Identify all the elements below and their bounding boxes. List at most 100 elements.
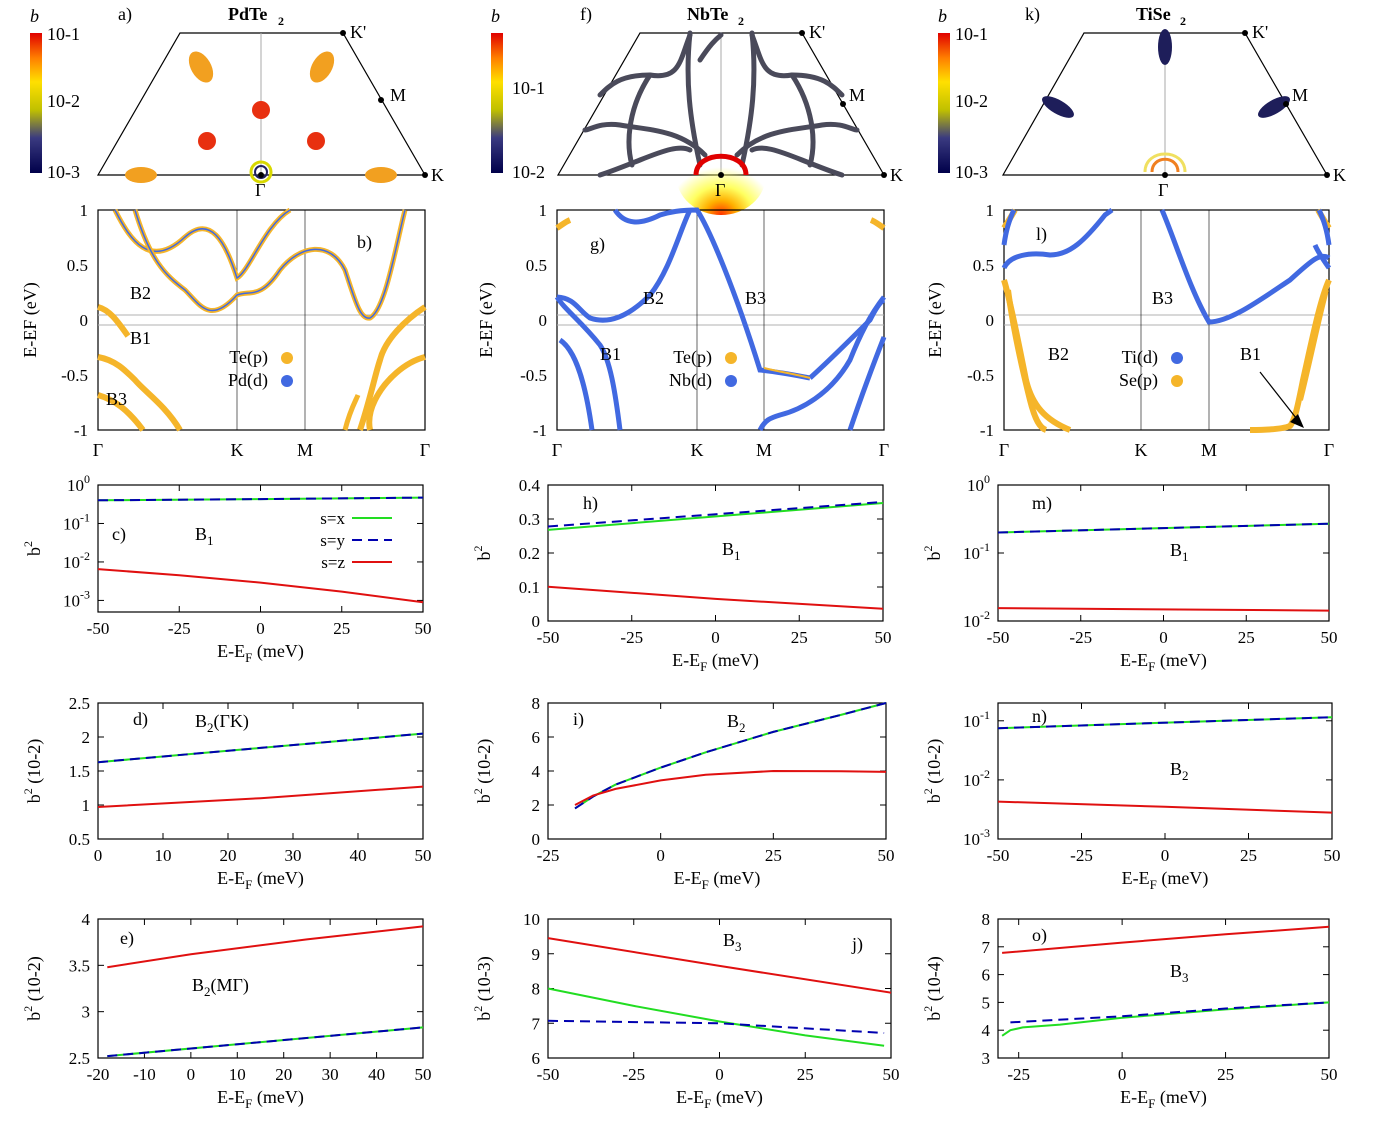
col3-band-ktick: M xyxy=(1201,440,1217,460)
col2-band-ytick: 0 xyxy=(539,311,548,330)
series-line-s=x xyxy=(547,502,884,531)
x-tick-label: 25 xyxy=(1217,1065,1234,1084)
y-tick-label: 0.3 xyxy=(519,510,540,529)
col1-band-label: B2 xyxy=(130,283,151,303)
series-line-s=z xyxy=(97,568,424,604)
col3-colorbar xyxy=(938,33,950,173)
x-tick-label: 20 xyxy=(220,846,237,865)
col2-band-ytick: -0.5 xyxy=(520,366,547,385)
col1-band-curve xyxy=(97,354,183,432)
legend: s=x s=y s=z xyxy=(320,509,392,572)
band-label: B2 xyxy=(727,711,746,735)
y-axis-label: b2 (10-2) xyxy=(921,739,945,803)
series-line-s=z xyxy=(1002,925,1330,954)
col3-band-label: B2 xyxy=(1048,344,1069,364)
col3-band-ytick: 0.5 xyxy=(973,256,994,275)
col3-fs-pocket xyxy=(1258,96,1290,118)
x-tick-label: -10 xyxy=(133,1065,156,1084)
col3-legend-label: Ti(d) xyxy=(1122,347,1158,368)
x-tick-label: 25 xyxy=(791,628,808,647)
x-axis-label: E-EF (meV) xyxy=(676,1087,763,1111)
y-tick-label: 10-2 xyxy=(63,549,90,572)
panel-letter: n) xyxy=(1032,706,1047,727)
x-tick-label: -50 xyxy=(987,628,1010,647)
col3-band-ytick: -1 xyxy=(980,421,994,440)
y-tick-label: 2.5 xyxy=(69,694,90,713)
chart-frame xyxy=(547,484,884,622)
col1-band-curve xyxy=(114,209,291,280)
y-tick-label: 10-2 xyxy=(963,767,990,790)
y-tick-label: 0.4 xyxy=(519,476,541,495)
y-tick-label: 7 xyxy=(532,1014,541,1033)
col2-kpoint-Kp-dot xyxy=(799,30,805,36)
col2-legend-label: Nb(d) xyxy=(669,370,712,391)
band-label: B1 xyxy=(722,539,741,563)
col2-cbar-top: 10-1 xyxy=(512,78,545,98)
col3-fs-pocket xyxy=(1042,96,1074,118)
col3-kpoint-K: K xyxy=(1333,165,1346,185)
series-line-s=y xyxy=(107,1026,424,1058)
x-tick-label: 0 xyxy=(711,628,720,647)
y-tick-label: 0 xyxy=(532,612,541,631)
x-tick-label: 25 xyxy=(333,619,350,638)
col3-band-structure: 1 0.5 0 -0.5 -1 E-EF (eV) Γ K M Γ l) B3 … xyxy=(925,201,1334,460)
x-tick-label: -25 xyxy=(168,619,191,638)
panel-letter: e) xyxy=(120,928,134,949)
series-line-s=y xyxy=(97,732,424,764)
col2-fs-branch xyxy=(789,72,816,168)
x-tick-label: 0 xyxy=(1161,846,1170,865)
legend-label: s=y xyxy=(320,531,345,550)
series-line-s=y xyxy=(1010,1001,1330,1024)
series-line-s=z xyxy=(547,585,884,610)
y-tick-label: 10-3 xyxy=(63,587,90,610)
col2-kpoint-K: K xyxy=(890,165,903,185)
y-tick-label: 0.2 xyxy=(519,544,540,563)
col3-cbar-label: b xyxy=(938,6,947,26)
col3-band-frame xyxy=(1003,209,1330,431)
col1-band-ktick: M xyxy=(297,440,313,460)
chart-panel-d: 0 10 20 30 40 50 0.5 1 1.5 2 2.5 E-EF (meV) b2 (10-2… xyxy=(21,694,432,892)
series-line-s=x xyxy=(547,987,885,1047)
col3-b1-arrow xyxy=(1259,371,1301,424)
band-label: B2(MΓ) xyxy=(192,975,249,999)
col1-band-ytick: 1 xyxy=(80,201,89,220)
col1-kpoint-Kp: K' xyxy=(350,22,366,42)
col2-kpoint-M: M xyxy=(849,85,865,105)
panel-letter: h) xyxy=(583,493,598,514)
col3-fs-gamma-arc xyxy=(1150,157,1180,173)
col3-band-curve xyxy=(1001,207,1114,270)
col3-legend-marker xyxy=(1171,375,1183,387)
col3-band-ktick: Γ xyxy=(999,440,1009,460)
col1-band-ytick: 0.5 xyxy=(67,256,88,275)
col1-band-curve xyxy=(97,304,131,338)
col2-fs-branch xyxy=(597,145,693,178)
band-label: B3 xyxy=(1170,961,1189,985)
x-axis-label: E-EF (meV) xyxy=(217,1087,304,1111)
col1-kpoint-K: K xyxy=(431,165,444,185)
x-tick-label: 50 xyxy=(875,628,892,647)
y-tick-label: 8 xyxy=(532,694,541,713)
x-tick-label: -50 xyxy=(537,628,560,647)
col3-cbar-mid: 10-2 xyxy=(955,91,988,111)
y-tick-label: 4 xyxy=(982,1021,991,1040)
y-tick-label: 0.5 xyxy=(69,830,90,849)
x-axis-label: E-EF (meV) xyxy=(672,650,759,674)
series-line-s=z xyxy=(547,937,892,994)
x-tick-label: 25 xyxy=(797,1065,814,1084)
col1-fs-pocket xyxy=(309,51,335,83)
y-tick-label: 6 xyxy=(532,728,541,747)
x-tick-label: -25 xyxy=(1069,628,1092,647)
chart-panel-e: -20 -10 0 10 20 30 40 50 2.5 3 3.5 4 E-EF (meV) b2 (1… xyxy=(21,910,432,1111)
x-tick-label: 0 xyxy=(715,1065,724,1084)
col2-cbar-bottom: 10-2 xyxy=(512,162,545,182)
x-tick-label: 50 xyxy=(883,1065,900,1084)
col3-band-curve xyxy=(1249,278,1332,433)
y-tick-label: 3 xyxy=(982,1049,991,1068)
col3-material-title: TiSe xyxy=(1136,4,1171,24)
x-tick-label: 25 xyxy=(1240,846,1257,865)
col2-kpoint-K-dot xyxy=(881,172,887,178)
col3-band-ktick: Γ xyxy=(1324,440,1334,460)
col2-band-label: B1 xyxy=(600,344,621,364)
col1-band-ytick: -0.5 xyxy=(61,366,88,385)
